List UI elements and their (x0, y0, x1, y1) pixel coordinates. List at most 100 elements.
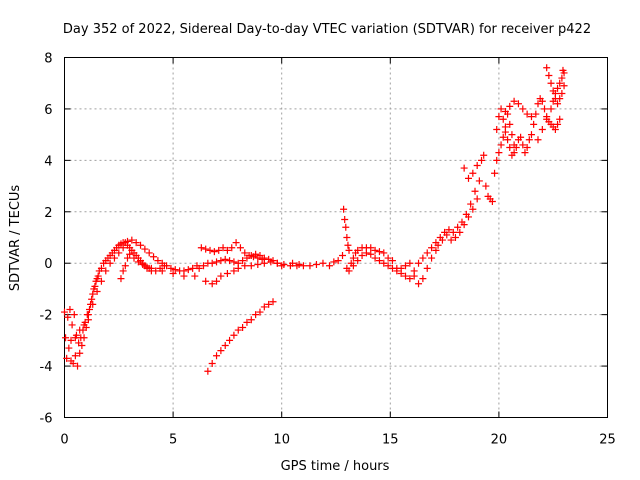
data-point (349, 262, 357, 270)
data-point (525, 136, 533, 144)
data-point (64, 313, 72, 321)
data-point (556, 95, 564, 103)
data-point (217, 257, 225, 265)
x-tick-label: 10 (273, 433, 290, 448)
y-tick-label: -4 (40, 360, 53, 375)
data-point (158, 267, 166, 275)
data-point (454, 223, 462, 231)
axis-ticks: 0 5 10 15 20 25 -6 -4 -2 0 2 4 6 8 (40, 52, 616, 448)
data-point (517, 133, 525, 141)
data-point (245, 252, 253, 259)
data-point (189, 264, 197, 272)
data-point (375, 248, 383, 256)
data-point (147, 264, 155, 272)
data-point (195, 264, 203, 272)
data-point (497, 141, 505, 149)
data-point (158, 259, 166, 267)
data-point (258, 255, 266, 263)
data-point (384, 254, 392, 262)
data-point (558, 74, 566, 82)
data-point (534, 100, 542, 108)
data-point (154, 257, 162, 265)
data-point (551, 126, 559, 133)
data-point (249, 253, 257, 261)
data-point (460, 221, 468, 229)
x-tick-label: 15 (382, 433, 399, 448)
data-point (234, 259, 242, 267)
data-point (345, 246, 353, 254)
data-point (91, 282, 99, 290)
x-tick-label: 20 (491, 433, 508, 448)
data-point (221, 255, 229, 263)
data-point (340, 205, 348, 213)
data-point (423, 249, 431, 257)
data-point (510, 97, 518, 105)
data-point (221, 342, 229, 349)
data-point (506, 144, 514, 151)
data-point (289, 259, 297, 267)
data-point (184, 266, 192, 274)
data-point (521, 149, 529, 157)
data-point (495, 149, 503, 157)
data-point (538, 126, 546, 133)
data-point (85, 306, 93, 313)
data-point (432, 246, 440, 254)
data-point (93, 288, 101, 295)
data-point (497, 105, 505, 113)
data-point (88, 295, 96, 303)
x-axis-label: GPS time / hours (281, 459, 390, 474)
data-point (402, 272, 410, 280)
data-point (325, 262, 333, 270)
data-point (375, 257, 383, 265)
data-point (62, 334, 70, 342)
data-point (380, 249, 388, 257)
data-point (180, 272, 188, 280)
data-point (499, 115, 507, 123)
data-point (527, 113, 535, 121)
data-point (434, 241, 442, 249)
data-point (473, 195, 481, 203)
data-point (256, 308, 264, 316)
data-point (152, 267, 160, 275)
data-point (469, 205, 477, 213)
data-point (388, 257, 396, 265)
data-point (206, 246, 214, 254)
data-point (438, 236, 446, 244)
data-point (243, 318, 251, 326)
y-tick-label: 6 (44, 103, 52, 118)
data-point (558, 90, 566, 97)
data-point (130, 254, 138, 262)
data-point (538, 97, 546, 105)
data-point (488, 198, 496, 205)
data-point (126, 250, 134, 258)
data-point (402, 262, 410, 270)
data-point (506, 102, 514, 110)
y-tick-label: 8 (44, 52, 52, 67)
data-point (547, 79, 555, 87)
data-point (213, 352, 221, 360)
plot-frame (64, 57, 608, 418)
data-point (269, 257, 277, 265)
data-point (560, 82, 568, 90)
data-point (423, 264, 431, 272)
data-points (61, 64, 568, 375)
data-point (213, 277, 221, 285)
data-point (226, 257, 234, 265)
data-point (547, 105, 555, 113)
data-point (467, 200, 475, 208)
data-point (388, 264, 396, 272)
data-point (447, 236, 455, 244)
data-point (71, 334, 79, 342)
data-point (260, 303, 268, 311)
data-point (119, 244, 127, 252)
data-point (449, 228, 457, 236)
data-point (512, 144, 520, 151)
data-point (339, 252, 347, 259)
data-point (84, 311, 92, 319)
data-point (523, 144, 531, 151)
data-point (230, 331, 238, 339)
data-point (68, 321, 76, 329)
data-point (545, 72, 553, 79)
data-point (139, 261, 147, 268)
